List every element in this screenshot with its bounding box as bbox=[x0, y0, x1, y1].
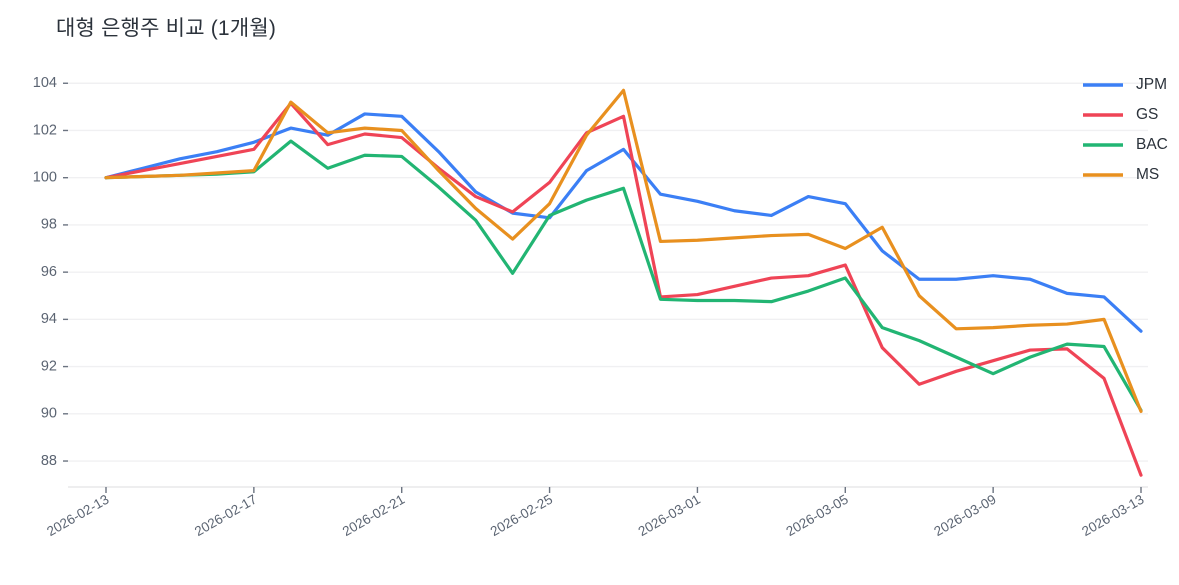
x-axis-ticks: 2026-02-13 2026-02-17 2026-02-21 2026-02-25… bbox=[44, 487, 1147, 540]
legend-label-bac[interactable]: BAC bbox=[1136, 136, 1168, 153]
y-tick-label: 98 bbox=[41, 217, 57, 233]
series-line-gs bbox=[104, 101, 1143, 477]
x-tick-label: 2026-03-01 bbox=[636, 492, 703, 540]
chart-title: 대형 은행주 비교 (1개월) bbox=[56, 17, 277, 40]
x-tick-label: 2026-03-05 bbox=[783, 492, 850, 540]
x-tick-label: 2026-02-17 bbox=[192, 492, 259, 540]
x-tick-label: 2026-02-25 bbox=[488, 492, 555, 540]
data-series bbox=[104, 88, 1143, 477]
x-tick-label: 2026-02-21 bbox=[340, 492, 407, 540]
gridlines bbox=[68, 82, 1148, 488]
chart-legend: JPM GS BAC MS bbox=[1083, 76, 1168, 183]
y-tick-label: 104 bbox=[33, 75, 57, 91]
series-line-jpm bbox=[104, 112, 1143, 333]
y-axis-ticks: 88 90 92 94 96 98 100 102 104 bbox=[33, 75, 68, 469]
x-tick-label: 2026-02-13 bbox=[44, 492, 111, 540]
legend-label-ms[interactable]: MS bbox=[1136, 166, 1159, 183]
y-tick-label: 92 bbox=[41, 358, 57, 374]
y-tick-label: 88 bbox=[41, 453, 57, 469]
y-tick-label: 90 bbox=[41, 406, 57, 422]
series-line-ms bbox=[104, 88, 1143, 414]
series-line-bac bbox=[104, 139, 1143, 412]
legend-label-jpm[interactable]: JPM bbox=[1136, 76, 1167, 93]
y-tick-label: 100 bbox=[33, 170, 57, 186]
y-tick-label: 96 bbox=[41, 264, 57, 280]
legend-label-gs[interactable]: GS bbox=[1136, 106, 1158, 123]
x-tick-label: 2026-03-13 bbox=[1079, 492, 1146, 540]
y-tick-label: 94 bbox=[41, 311, 57, 327]
x-tick-label: 2026-03-09 bbox=[931, 492, 998, 540]
y-tick-label: 102 bbox=[33, 122, 57, 138]
